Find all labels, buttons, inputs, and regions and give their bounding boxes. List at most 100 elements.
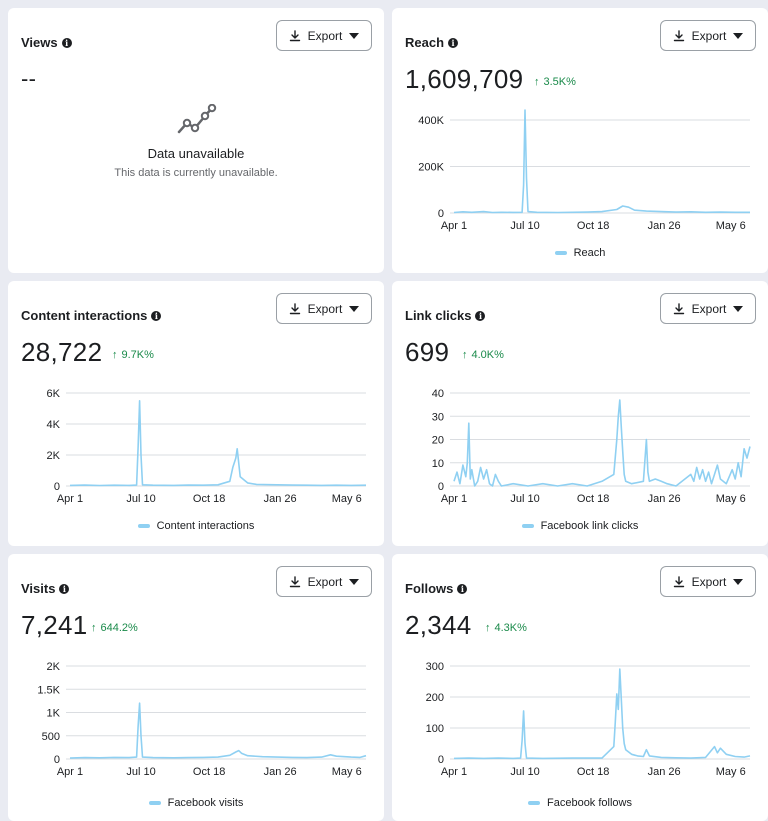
- caret-down-icon: [733, 305, 744, 312]
- export-label: Export: [307, 301, 343, 316]
- x-tick-label: May 6: [716, 766, 746, 778]
- export-label: Export: [307, 574, 343, 589]
- link-chart: 0 10 20 30 40 Apr 1 Jul 10 Oct 18 Jan 26 May 6: [432, 388, 751, 505]
- card-title: Reach i: [405, 35, 459, 50]
- link-legend[interactable]: Facebook link clicks: [392, 520, 768, 532]
- export-label: Export: [691, 574, 727, 589]
- info-icon[interactable]: i: [59, 583, 70, 594]
- download-icon: [673, 302, 684, 314]
- card-title: Link clicks i: [405, 308, 486, 323]
- link-title: Link clicks: [405, 308, 472, 323]
- unavailable-subtitle: This data is currently unavailable.: [114, 167, 278, 179]
- x-tick-label: Jan 26: [648, 493, 681, 505]
- views-value: --: [21, 66, 37, 91]
- download-icon: [673, 29, 684, 41]
- views-title: Views: [21, 35, 58, 50]
- visits-export-button[interactable]: Export: [276, 566, 372, 597]
- x-tick-label: May 6: [716, 493, 746, 505]
- caret-down-icon: [733, 578, 744, 585]
- y-tick-label: 10: [432, 458, 444, 470]
- follows-legend[interactable]: Facebook follows: [392, 797, 768, 809]
- download-icon: [289, 29, 300, 41]
- reach-legend[interactable]: Reach: [392, 247, 768, 259]
- arrow-up-icon: ↑: [462, 349, 468, 361]
- content-legend[interactable]: Content interactions: [8, 520, 384, 532]
- legend-swatch: [137, 524, 150, 528]
- y-tick-label: 2K: [47, 661, 61, 673]
- unavailable-title: Data unavailable: [147, 146, 245, 161]
- y-tick-label: 500: [42, 731, 60, 743]
- caret-down-icon: [349, 305, 360, 312]
- info-icon[interactable]: i: [151, 310, 162, 321]
- download-icon: [673, 575, 684, 587]
- arrow-up-icon: ↑: [485, 622, 491, 634]
- x-tick-label: Jul 10: [510, 766, 539, 778]
- link-export-button[interactable]: Export: [660, 293, 756, 324]
- y-tick-label: 40: [432, 388, 444, 400]
- y-tick-label: 0: [54, 481, 60, 493]
- x-tick-label: Apr 1: [441, 766, 467, 778]
- content-delta: ↑ 9.7K%: [112, 349, 154, 361]
- y-tick-label: 2K: [47, 450, 61, 462]
- arrow-up-icon: ↑: [91, 622, 97, 634]
- x-tick-label: Apr 1: [441, 493, 467, 505]
- follows-export-button[interactable]: Export: [660, 566, 756, 597]
- x-tick-label: May 6: [332, 493, 362, 505]
- y-tick-label: 0: [54, 754, 60, 766]
- views-export-button[interactable]: Export: [276, 20, 372, 51]
- y-tick-label: 0: [438, 481, 444, 493]
- info-icon[interactable]: i: [457, 583, 468, 594]
- x-tick-label: Jul 10: [510, 493, 539, 505]
- legend-label: Reach: [573, 247, 606, 259]
- arrow-up-icon: ↑: [534, 76, 540, 88]
- x-tick-label: May 6: [332, 766, 362, 778]
- x-tick-label: May 6: [716, 220, 746, 232]
- reach-card: Reach i 1,609,709 ↑ 3.5K% 0 200K 400K Apr 1 J…: [392, 8, 768, 273]
- x-tick-label: Oct 18: [577, 220, 609, 232]
- visits-legend[interactable]: Facebook visits: [8, 797, 384, 809]
- y-tick-label: 4K: [47, 419, 61, 431]
- x-tick-label: Apr 1: [57, 766, 83, 778]
- line-chart-icon: [177, 104, 217, 134]
- legend-label: Content interactions: [156, 520, 255, 532]
- x-tick-label: Apr 1: [57, 493, 83, 505]
- content-chart: 0 2K 4K 6K Apr 1 Jul 10 Oct 18 Jan 26 May 6: [47, 388, 367, 505]
- export-label: Export: [691, 28, 727, 43]
- export-label: Export: [307, 28, 343, 43]
- follows-card: Follows i 2,344 ↑ 4.3K% 0 100 200 300 Apr 1 Ju…: [392, 554, 768, 821]
- visits-card: Visits i 7,241 ↑ 644.2% 0 500 1K 1.5K 2K Apr 1…: [8, 554, 384, 821]
- link-delta: ↑ 4.0K%: [462, 349, 504, 361]
- info-icon[interactable]: i: [475, 310, 486, 321]
- export-label: Export: [691, 301, 727, 316]
- arrow-up-icon: ↑: [112, 349, 118, 361]
- legend-label: Facebook visits: [167, 797, 244, 809]
- reach-export-button[interactable]: Export: [660, 20, 756, 51]
- info-icon[interactable]: i: [61, 37, 72, 48]
- download-icon: [289, 575, 300, 587]
- content-export-button[interactable]: Export: [276, 293, 372, 324]
- series-line: [453, 109, 750, 214]
- series-line: [453, 399, 751, 487]
- y-tick-label: 200: [426, 692, 444, 704]
- x-tick-label: Jul 10: [126, 766, 155, 778]
- y-tick-label: 400K: [418, 115, 444, 127]
- reach-chart: 0 200K 400K Apr 1 Jul 10 Oct 18 Jan 26 May 6: [418, 109, 750, 232]
- visits-value: 7,241: [21, 610, 88, 640]
- views-card: Views i -- Data unavailable This data is…: [8, 8, 384, 273]
- reach-value: 1,609,709: [405, 64, 524, 94]
- x-tick-label: Jul 10: [126, 493, 155, 505]
- x-tick-label: Apr 1: [441, 220, 467, 232]
- caret-down-icon: [349, 32, 360, 39]
- visits-chart: 0 500 1K 1.5K 2K Apr 1 Jul 10 Oct 18 Jan 26 May 6: [37, 661, 367, 778]
- visits-delta: ↑ 644.2%: [91, 622, 138, 634]
- info-icon[interactable]: i: [448, 37, 459, 48]
- x-tick-label: Jan 26: [648, 220, 681, 232]
- x-tick-label: Jul 10: [510, 220, 539, 232]
- y-tick-label: 300: [426, 661, 444, 673]
- link-clicks-card: Link clicks i 699 ↑ 4.0K% 0 10 20 30 40 Apr 1 J…: [392, 281, 768, 546]
- legend-label: Facebook link clicks: [540, 520, 639, 532]
- legend-label: Facebook follows: [547, 797, 632, 809]
- visits-title: Visits: [21, 581, 56, 596]
- follows-title: Follows: [405, 581, 454, 596]
- x-tick-label: Oct 18: [577, 493, 609, 505]
